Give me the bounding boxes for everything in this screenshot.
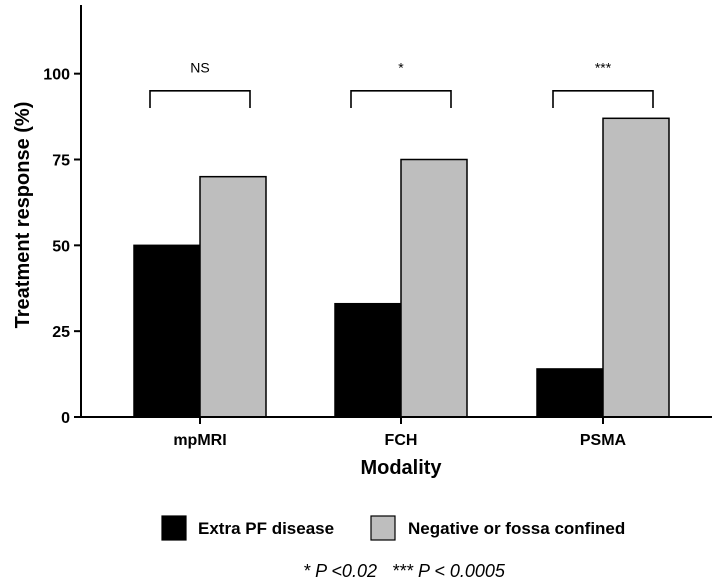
y-tick-label: 25 [52,324,70,341]
bar-mpmri-extra-pf-disease [133,244,201,418]
bracket-fch [350,90,452,108]
significance-label-mpmri: NS [190,60,209,76]
bar-fch-negative-or-fossa-confined [400,158,468,418]
x-axis-title: Modality [360,457,442,479]
bars-layer [133,117,670,418]
significance-label-fch: * [398,60,404,76]
bar-mpmri-negative-or-fossa-confined [199,175,267,418]
significance-label-psma: *** [595,60,612,76]
y-tick-label: 75 [52,153,70,170]
y-tick-label: 100 [43,67,70,84]
y-axis-title: Treatment response (%) [12,102,34,329]
bar-fch-extra-pf-disease [334,302,402,418]
bar-psma-negative-or-fossa-confined [602,117,670,418]
legend: Extra PF disease Negative or fossa confin… [161,515,625,541]
significance-brackets: NS * *** [149,60,654,108]
legend-swatch-negative-or-fossa-confined [370,515,396,541]
y-tick-label: 0 [61,410,70,427]
x-tick-label-psma: PSMA [580,432,627,449]
legend-label-negative-or-fossa-confined: Negative or fossa confined [408,519,625,538]
bracket-psma [552,90,654,108]
x-tick-label-fch: FCH [385,432,418,449]
y-ticks: 0 25 50 75 100 [43,67,81,427]
y-tick-label: 50 [52,238,70,255]
legend-label-extra-pf-disease: Extra PF disease [198,519,334,538]
significance-footnote: * P <0.02 *** P < 0.0005 [303,561,506,581]
bar-psma-extra-pf-disease [536,368,604,418]
x-tick-label-mpmri: mpMRI [173,432,226,449]
legend-swatch-extra-pf-disease [161,515,187,541]
x-ticks: mpMRI FCH PSMA [173,417,627,449]
bracket-mpmri [149,90,251,108]
